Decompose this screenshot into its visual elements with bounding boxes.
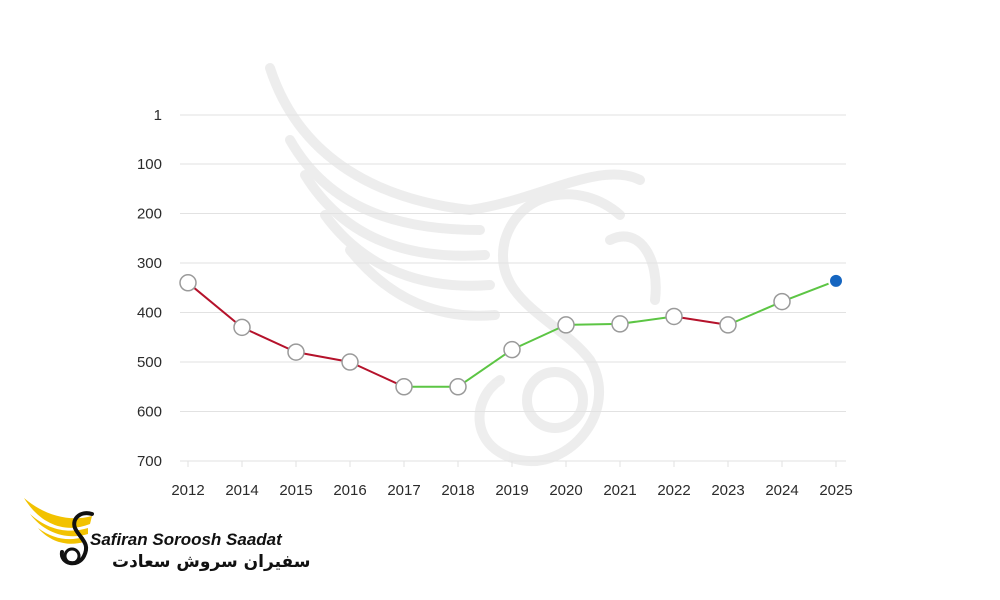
logo-name-en: Safiran Soroosh Saadat: [90, 530, 282, 549]
x-tick-label: 2023: [711, 482, 744, 499]
x-tick-label: 2016: [333, 482, 366, 499]
latest-data-point[interactable]: [828, 272, 844, 289]
company-logo: Safiran Soroosh Saadat سفیران سروش سعادت: [20, 494, 310, 584]
series-line-segment: [241, 326, 297, 354]
data-point[interactable]: [341, 353, 359, 371]
x-tick-label: 2025: [819, 482, 852, 499]
series-line-segment: [349, 361, 405, 388]
series-line-segment: [673, 315, 729, 326]
series-line-segment: [727, 300, 783, 326]
data-point[interactable]: [557, 316, 575, 334]
series-line-segment: [619, 315, 675, 325]
x-tick-label: 2017: [387, 482, 420, 499]
series-line-segment: [511, 323, 567, 351]
y-tick-label: 100: [137, 156, 162, 173]
x-tick-label: 2015: [279, 482, 312, 499]
data-point[interactable]: [611, 315, 629, 333]
data-point[interactable]: [773, 292, 791, 311]
x-tick-label: 2019: [495, 482, 528, 499]
series-line-segment: [457, 348, 513, 388]
winged-s-logo-icon: [24, 498, 94, 566]
data-point[interactable]: [719, 316, 737, 334]
series-line-segment: [187, 282, 243, 329]
y-tick-label: 500: [137, 354, 162, 371]
x-tick-label: 2012: [171, 482, 204, 499]
series-line-segment: [295, 351, 351, 363]
x-tick-label: 2021: [603, 482, 636, 499]
data-point[interactable]: [503, 340, 521, 359]
x-tick-label: 2024: [765, 482, 798, 499]
y-tick-label: 400: [137, 305, 162, 322]
logo-name-fa: سفیران سروش سعادت: [112, 552, 311, 572]
y-tick-label: 200: [137, 206, 162, 223]
data-point[interactable]: [287, 343, 305, 361]
winged-s-watermark-icon: [265, 63, 661, 467]
data-point[interactable]: [233, 318, 251, 337]
data-point[interactable]: [395, 378, 413, 396]
series-line-segment: [565, 322, 621, 326]
y-tick-label: 1: [154, 107, 162, 124]
y-tick-label: 700: [137, 453, 162, 470]
y-tick-label: 600: [137, 404, 162, 421]
x-tick-label: 2022: [657, 482, 690, 499]
x-tick-label: 2014: [225, 482, 258, 499]
data-point[interactable]: [179, 274, 197, 292]
series-line-segment: [781, 279, 837, 303]
x-tick-label: 2020: [549, 482, 582, 499]
data-point[interactable]: [449, 378, 467, 396]
y-tick-label: 300: [137, 255, 162, 272]
data-point[interactable]: [665, 307, 683, 326]
x-tick-label: 2018: [441, 482, 474, 499]
